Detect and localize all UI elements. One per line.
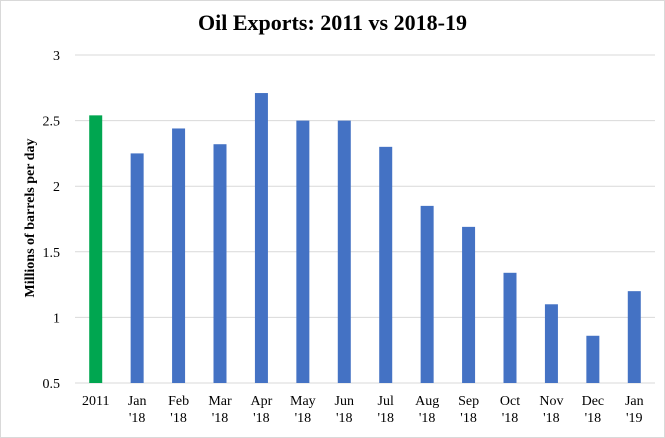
x-tick-label: Dec [582, 394, 605, 409]
bar [379, 146, 393, 383]
bar [213, 144, 227, 383]
x-tick-label: Apr [251, 394, 273, 409]
x-tick-label: Jul [378, 394, 394, 409]
y-tick-label: 1 [53, 311, 60, 326]
bar [503, 272, 517, 383]
x-tick-label: '18 [502, 411, 519, 426]
x-tick-label: '18 [170, 411, 187, 426]
y-axis-label: Millions of barrels per day [23, 139, 38, 298]
x-tick-label: '19 [626, 411, 643, 426]
y-tick-label: 1.5 [43, 246, 61, 261]
x-tick-label: May [290, 394, 316, 409]
bar [89, 115, 103, 384]
y-tick-label: 2 [53, 180, 60, 195]
bar [172, 128, 186, 383]
bar [586, 335, 600, 383]
x-tick-label: Mar [208, 394, 232, 409]
bar [296, 120, 310, 383]
x-tick-label: Jan [128, 394, 147, 409]
x-tick-label: Jun [335, 394, 354, 409]
y-tick-label: 0.5 [43, 377, 61, 392]
x-tick-label: '18 [377, 411, 394, 426]
bar [420, 205, 434, 383]
x-tick-label: '18 [253, 411, 270, 426]
chart-title: Oil Exports: 2011 vs 2018-19 [198, 10, 467, 35]
x-tick-label: '18 [460, 411, 477, 426]
x-axis-ticks: 2011 Jan '18 Feb '18 Mar '18 Apr '18 May '18 Jun '18… [82, 394, 644, 426]
bar [544, 304, 558, 383]
bar [337, 120, 351, 383]
x-tick-label: 2011 [82, 394, 109, 409]
x-tick-label: '18 [336, 411, 353, 426]
bars [89, 93, 641, 384]
x-tick-label: Sep [458, 394, 479, 409]
x-tick-label: Aug [415, 394, 439, 409]
bar [130, 153, 144, 383]
bar [462, 226, 476, 383]
x-tick-label: '18 [295, 411, 312, 426]
bar [254, 93, 268, 383]
x-tick-label: '18 [543, 411, 560, 426]
x-tick-label: Jan [625, 394, 644, 409]
x-tick-label: Nov [539, 394, 563, 409]
y-tick-label: 3 [53, 49, 60, 64]
x-tick-label: '18 [212, 411, 229, 426]
x-tick-label: '18 [129, 411, 146, 426]
y-axis-ticks: 0.5 1 1.5 2 2.5 3 [43, 49, 61, 392]
x-tick-label: Feb [168, 394, 189, 409]
x-tick-label: Oct [500, 394, 520, 409]
y-tick-label: 2.5 [43, 115, 61, 130]
bar [627, 291, 641, 383]
x-tick-label: '18 [585, 411, 602, 426]
x-tick-label: '18 [419, 411, 436, 426]
gridlines [75, 54, 655, 384]
